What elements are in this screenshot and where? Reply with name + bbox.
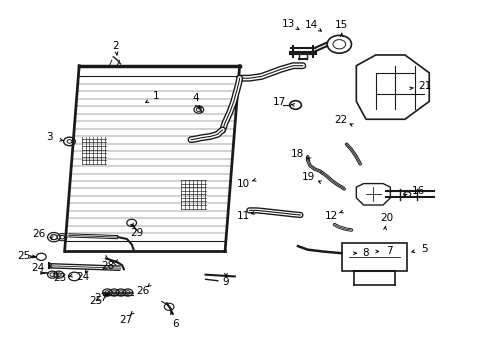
Text: 11: 11 bbox=[236, 211, 250, 221]
Text: 14: 14 bbox=[305, 19, 318, 30]
Text: 20: 20 bbox=[379, 212, 392, 222]
Text: 25: 25 bbox=[89, 296, 102, 306]
Text: 27: 27 bbox=[94, 293, 107, 303]
Text: 10: 10 bbox=[237, 179, 249, 189]
Text: 16: 16 bbox=[411, 186, 425, 197]
Text: 19: 19 bbox=[302, 172, 315, 182]
Text: 8: 8 bbox=[361, 248, 367, 258]
Text: 23: 23 bbox=[53, 273, 66, 283]
Text: 26: 26 bbox=[136, 287, 149, 296]
Text: 17: 17 bbox=[272, 97, 285, 107]
Text: 22: 22 bbox=[333, 115, 346, 125]
Text: 24: 24 bbox=[76, 272, 89, 282]
Text: 7: 7 bbox=[386, 247, 392, 256]
Text: 1: 1 bbox=[152, 91, 159, 101]
Text: 12: 12 bbox=[324, 211, 337, 221]
Text: 9: 9 bbox=[222, 277, 229, 287]
Text: 25: 25 bbox=[17, 251, 30, 261]
Text: 24: 24 bbox=[31, 263, 44, 273]
Text: 3: 3 bbox=[46, 132, 52, 142]
Text: 18: 18 bbox=[290, 149, 303, 159]
Text: 6: 6 bbox=[172, 319, 179, 329]
Text: 4: 4 bbox=[192, 93, 199, 103]
Text: 2: 2 bbox=[112, 41, 119, 51]
Text: 5: 5 bbox=[420, 244, 427, 253]
Text: 29: 29 bbox=[130, 228, 143, 238]
Text: 28: 28 bbox=[101, 261, 114, 271]
Text: 15: 15 bbox=[334, 19, 347, 30]
Text: 13: 13 bbox=[281, 18, 294, 28]
Text: 21: 21 bbox=[418, 81, 431, 91]
Text: 26: 26 bbox=[33, 229, 46, 239]
Text: 27: 27 bbox=[119, 315, 132, 325]
